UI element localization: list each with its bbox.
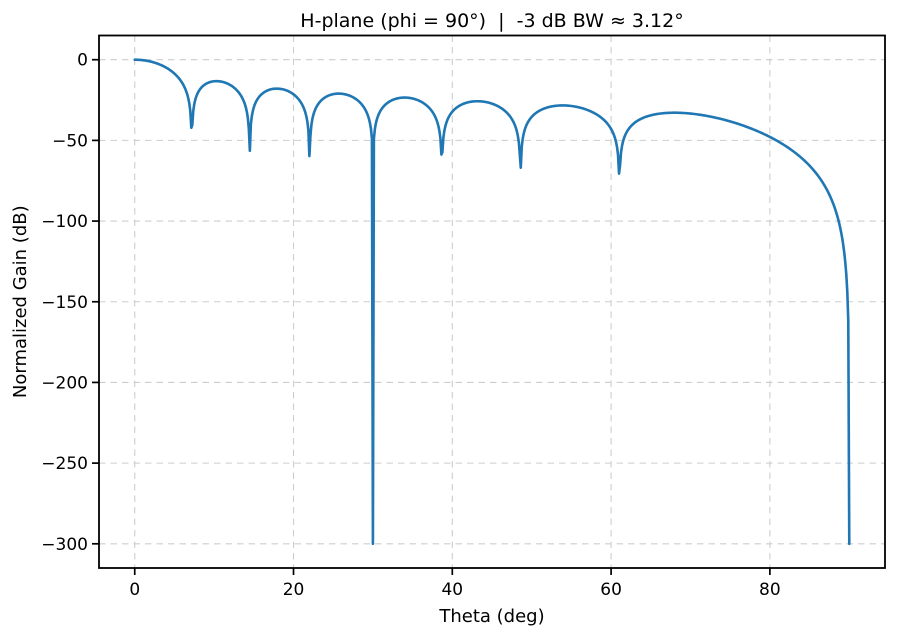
x-tick-label: 40 — [441, 580, 463, 600]
x-tick-label: 20 — [283, 580, 305, 600]
y-tick-label: −200 — [41, 373, 88, 393]
x-tick-label: 0 — [129, 580, 140, 600]
plot-border — [98, 34, 886, 569]
y-tick-label: −300 — [41, 535, 88, 555]
x-axis-label: Theta (deg) — [438, 606, 544, 627]
y-tick-label: −250 — [41, 454, 88, 474]
y-tick-label: 0 — [77, 51, 88, 71]
y-axis-label: Normalized Gain (dB) — [10, 205, 31, 398]
y-tick-label: −100 — [41, 212, 88, 232]
grid-lines — [99, 35, 885, 568]
y-tick-label: −150 — [41, 293, 88, 313]
x-tick-label: 60 — [600, 580, 622, 600]
chart-title: H-plane (phi = 90°) | -3 dB BW ≈ 3.12° — [300, 10, 683, 32]
axis-ticks: 0 20 40 60 80 0 −50 −100 −150 −200 −250 −300 — [41, 51, 780, 600]
gain-curve — [133, 58, 851, 546]
y-tick-label: −50 — [52, 131, 88, 151]
x-tick-label: 80 — [759, 580, 781, 600]
